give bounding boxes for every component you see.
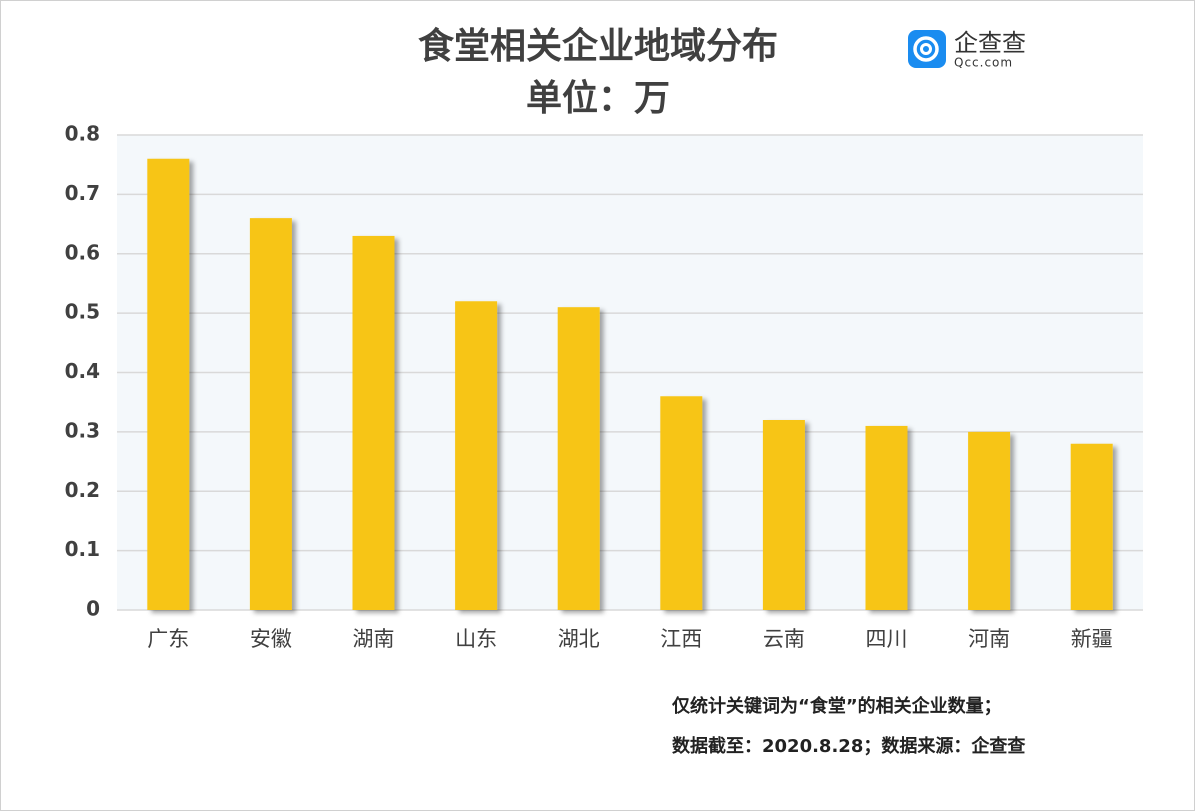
annotation: 仅统计关键词为“食堂”的相关企业数量； xyxy=(671,695,1002,717)
y-tick-label: 0.5 xyxy=(65,300,100,324)
bar xyxy=(352,235,395,610)
bar xyxy=(249,218,292,610)
x-tick-label: 广东 xyxy=(147,627,189,651)
x-tick-label: 河南 xyxy=(968,627,1010,651)
chart-title: 食堂相关企业地域分布 xyxy=(418,25,778,67)
x-tick-label: 云南 xyxy=(763,627,805,651)
y-tick-label: 0.6 xyxy=(65,240,100,264)
bar xyxy=(762,420,805,610)
y-tick-label: 0.3 xyxy=(65,418,100,442)
bar xyxy=(1070,443,1113,610)
bar xyxy=(660,396,703,610)
bar xyxy=(147,158,190,610)
x-tick-label: 新疆 xyxy=(1071,627,1113,651)
x-tick-label: 湖北 xyxy=(558,627,600,651)
y-tick-label: 0.1 xyxy=(65,537,100,561)
x-tick-label: 山东 xyxy=(455,627,497,651)
bar xyxy=(455,301,498,610)
x-tick-label: 江西 xyxy=(660,627,702,651)
y-tick-label: 0 xyxy=(86,597,100,621)
logo-url: Qcc.com xyxy=(954,56,1013,70)
logo-icon-dot xyxy=(920,43,932,55)
x-tick-label: 四川 xyxy=(866,627,908,651)
bar xyxy=(557,307,600,610)
annotation: 数据截至：2020.8.28；数据来源：企查查 xyxy=(672,735,1025,757)
bar xyxy=(865,425,908,610)
chart-subtitle: 单位：万 xyxy=(526,78,670,119)
logo-name: 企查查 xyxy=(954,29,1026,57)
logo-icon-ring xyxy=(913,36,939,62)
bar xyxy=(968,431,1011,610)
y-tick-label: 0.8 xyxy=(65,122,100,146)
y-tick-label: 0.4 xyxy=(65,359,100,383)
x-tick-label: 湖南 xyxy=(353,627,395,651)
logo: 企查查 Qcc.com xyxy=(908,29,1026,70)
y-tick-label: 0.7 xyxy=(65,181,100,205)
y-tick-label: 0.2 xyxy=(65,478,100,502)
x-tick-label: 安徽 xyxy=(250,627,292,651)
